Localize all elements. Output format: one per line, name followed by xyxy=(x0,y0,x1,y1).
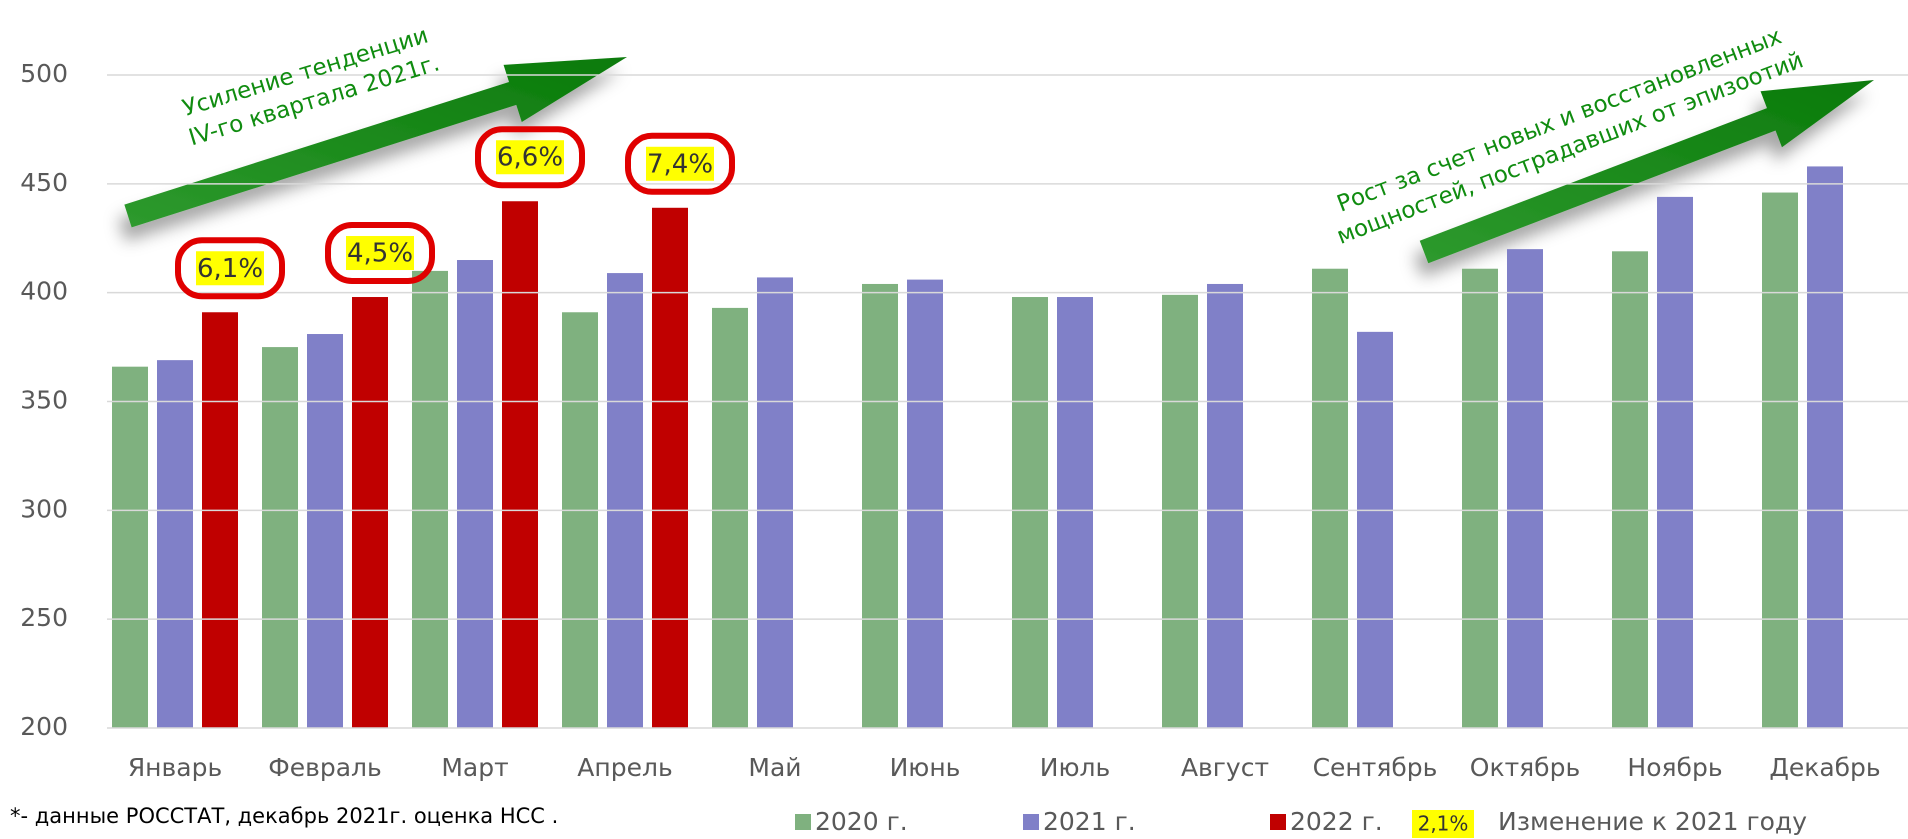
legend-swatch xyxy=(1270,814,1286,830)
change-highlight xyxy=(346,236,414,271)
annotation: мощностей, пострадавших от эпизоотий xyxy=(1333,47,1807,250)
x-tick-label: Ноябрь xyxy=(1627,753,1722,782)
bar xyxy=(1507,249,1543,728)
change-highlight xyxy=(496,140,564,175)
plot xyxy=(112,166,1843,729)
bar xyxy=(1057,297,1093,728)
bar xyxy=(907,279,943,728)
change-label: 7,4% xyxy=(647,149,713,179)
x-tick-label: Январь xyxy=(128,753,222,782)
bar xyxy=(1762,192,1798,729)
legend-change-sample: 2,1% xyxy=(1418,812,1469,836)
change-highlight xyxy=(196,251,264,286)
bar xyxy=(1807,166,1843,729)
bar xyxy=(562,312,598,728)
bar xyxy=(652,207,688,728)
bar xyxy=(202,312,238,728)
y-tick-label: 200 xyxy=(20,712,68,741)
x-tick-label: Декабрь xyxy=(1769,753,1880,782)
legend-swatch xyxy=(1023,814,1039,830)
change-label: 6,1% xyxy=(197,254,263,284)
x-tick-label: Июль xyxy=(1040,753,1110,782)
legend-change-label: Изменение к 2021 году xyxy=(1498,807,1807,836)
legend-highlight xyxy=(1412,810,1474,838)
bar xyxy=(757,277,793,728)
bar xyxy=(1012,297,1048,728)
bar xyxy=(1312,268,1348,728)
x-tick-label: Апрель xyxy=(577,753,672,782)
x-tick-label: Октябрь xyxy=(1470,753,1580,782)
bar xyxy=(157,360,193,728)
change-outline xyxy=(325,222,435,285)
y-tick-label: 450 xyxy=(20,168,68,197)
arrows xyxy=(124,57,1874,264)
legend-label: 2022 г. xyxy=(1290,807,1383,836)
x-tick-label: Август xyxy=(1181,753,1269,782)
y-tick-label: 300 xyxy=(20,494,68,523)
bar xyxy=(1657,196,1693,729)
arrow xyxy=(1419,80,1874,264)
y-tick-label: 350 xyxy=(20,386,68,415)
legend-label: 2021 г. xyxy=(1043,807,1136,836)
change-label: 6,6% xyxy=(497,143,563,173)
y-tick-label: 500 xyxy=(20,59,68,88)
legend-label: 2020 г. xyxy=(815,807,908,836)
bar xyxy=(307,334,343,728)
bar xyxy=(1612,251,1648,728)
bar xyxy=(862,283,898,728)
bar xyxy=(607,273,643,728)
change-outline xyxy=(625,132,735,195)
bar xyxy=(262,347,298,728)
bar xyxy=(1162,294,1198,728)
x-tick-label: Сентябрь xyxy=(1313,753,1438,782)
bar xyxy=(457,260,493,728)
arrow xyxy=(124,57,628,228)
change-outline xyxy=(475,126,585,189)
y-tick-label: 250 xyxy=(20,603,68,632)
x-tick-label: Март xyxy=(441,753,508,782)
bar xyxy=(412,270,448,728)
change-label: 4,5% xyxy=(347,239,413,269)
legend-swatch xyxy=(795,814,811,830)
bar xyxy=(1462,268,1498,728)
y-tick-label: 400 xyxy=(20,277,68,306)
bar xyxy=(112,366,148,728)
change-outline xyxy=(175,237,285,300)
x-tick-label: Май xyxy=(748,753,801,782)
bar xyxy=(712,307,748,728)
change-highlight xyxy=(646,146,714,181)
bar xyxy=(1357,331,1393,728)
footnote: *- данные РОССТАТ, декабрь 2021г. оценка… xyxy=(10,804,558,828)
x-tick-label: Июнь xyxy=(890,753,961,782)
bar xyxy=(352,297,388,728)
bar xyxy=(1207,283,1243,728)
x-tick-label: Февраль xyxy=(268,753,382,782)
bar xyxy=(502,201,538,728)
